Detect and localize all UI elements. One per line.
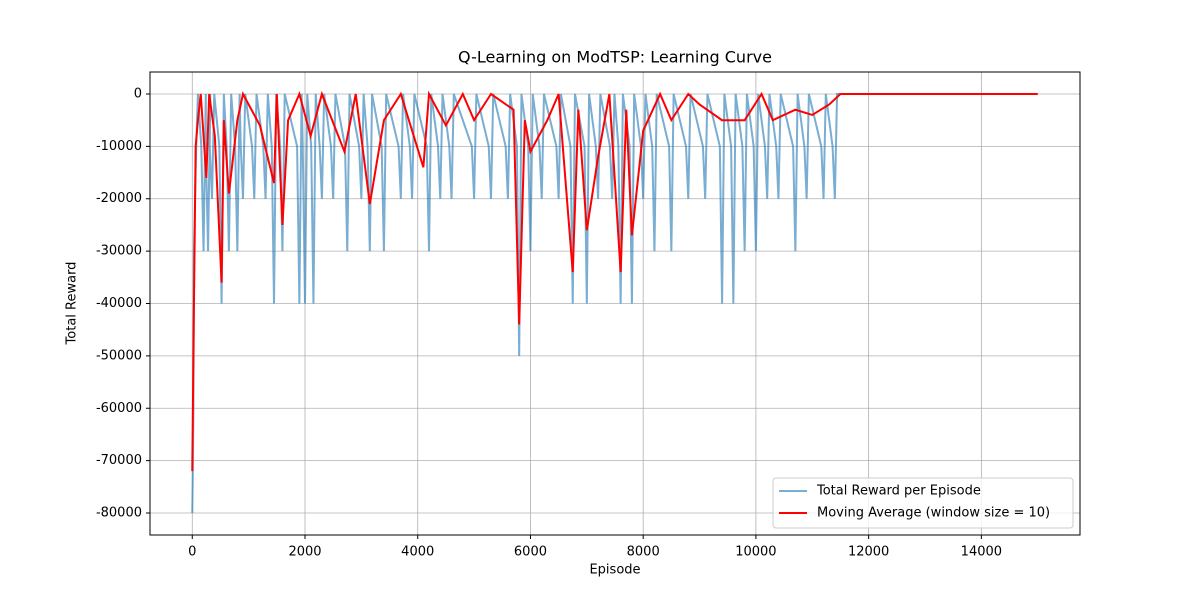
series-line (191, 93, 1038, 514)
x-tick-label: 2000 (288, 545, 321, 560)
legend-box (772, 477, 1074, 529)
y-tick-label: -40000 (96, 296, 142, 311)
y-tick-label: -80000 (96, 506, 142, 521)
legend-label: Moving Average (window size = 10) (817, 506, 1050, 521)
y-tick-label: 0 (134, 86, 142, 101)
legend-label: Total Reward per Episode (816, 484, 981, 499)
y-tick-label: -30000 (96, 244, 142, 259)
y-axis-label: Total Reward (65, 262, 80, 346)
y-tick-label: -60000 (96, 401, 142, 416)
y-tick-label: -20000 (96, 191, 142, 206)
y-tick-label: -70000 (96, 453, 142, 468)
x-tick-label: 6000 (514, 545, 547, 560)
x-tick-label: 4000 (401, 545, 434, 560)
x-tick-label: 8000 (627, 545, 660, 560)
x-tick-label: 0 (188, 545, 196, 560)
x-tick-label: 12000 (848, 545, 889, 560)
x-axis-label: Episode (589, 563, 640, 578)
x-tick-label: 14000 (961, 545, 1002, 560)
x-tick-label: 10000 (735, 545, 776, 560)
chart-title: Q-Learning on ModTSP: Learning Curve (458, 48, 772, 67)
series-line (191, 90, 1038, 472)
y-tick-label: -10000 (96, 139, 142, 154)
y-tick-label: -50000 (96, 348, 142, 363)
plot-frame (149, 71, 1081, 536)
